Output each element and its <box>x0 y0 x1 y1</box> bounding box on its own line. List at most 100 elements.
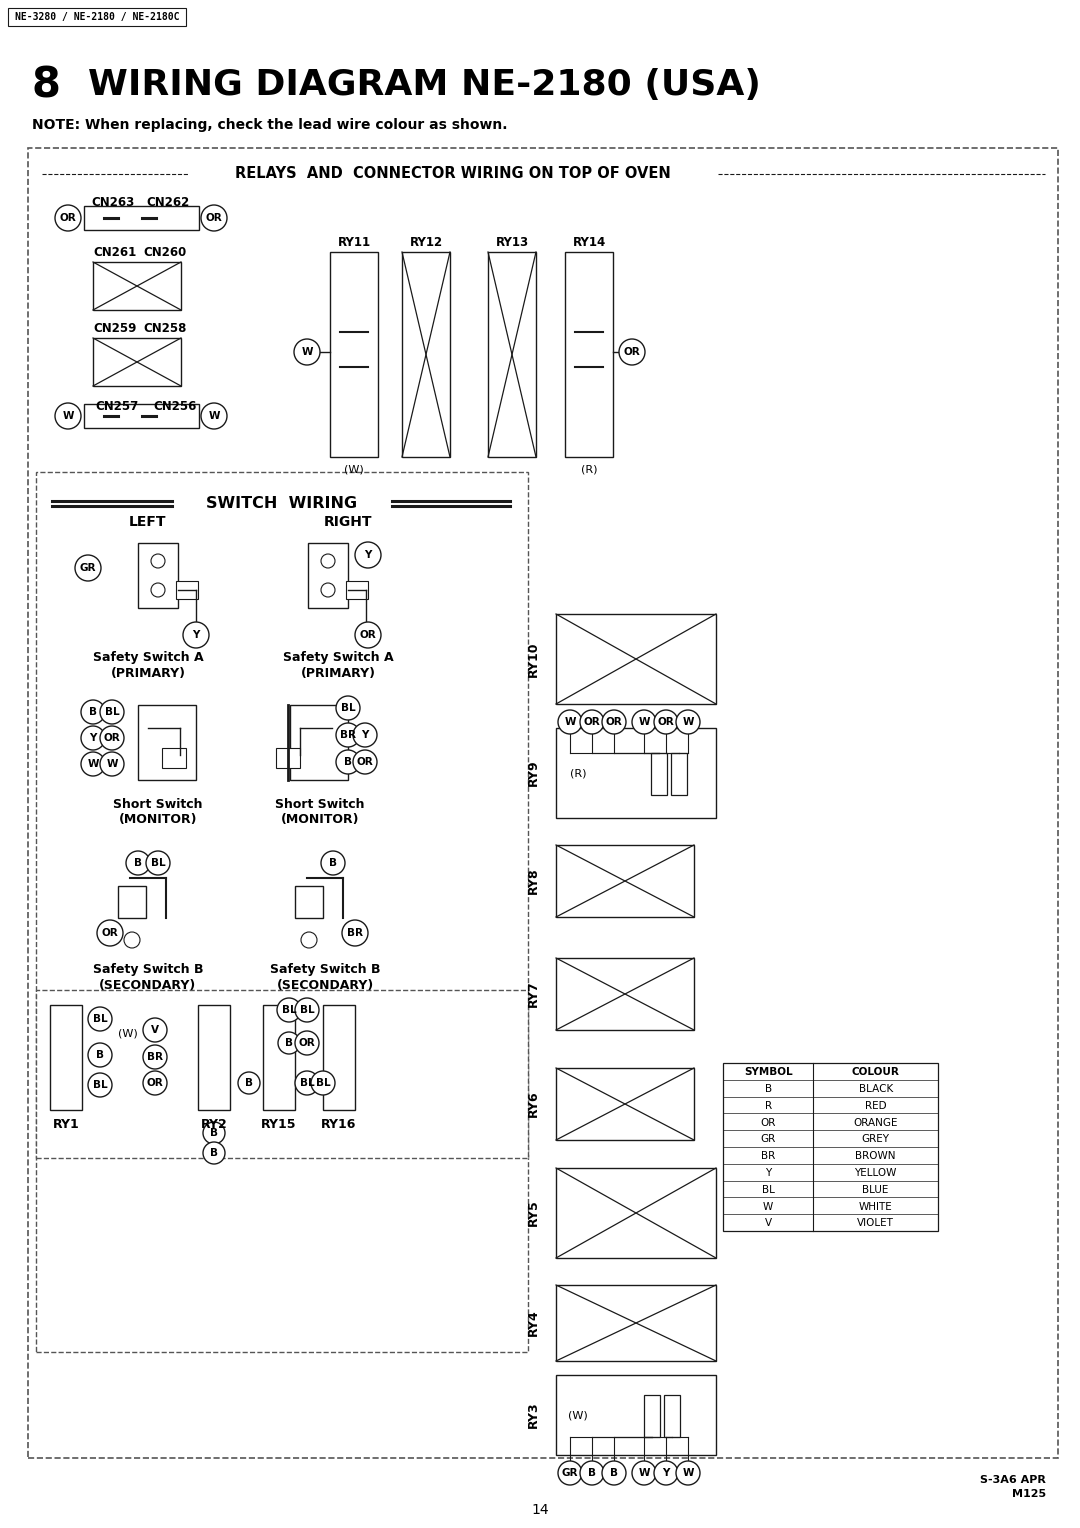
Bar <box>162 749 186 769</box>
Circle shape <box>55 205 81 231</box>
Bar <box>723 1063 939 1232</box>
Text: (MONITOR): (MONITOR) <box>119 813 198 827</box>
Text: RY8: RY8 <box>527 868 540 894</box>
Text: CN259: CN259 <box>93 321 136 335</box>
Circle shape <box>632 1461 656 1485</box>
Text: (R): (R) <box>570 769 586 778</box>
Text: RY14: RY14 <box>572 235 606 249</box>
Text: COLOUR: COLOUR <box>852 1067 900 1077</box>
Text: V: V <box>151 1025 159 1034</box>
Bar <box>295 886 323 918</box>
Text: BL: BL <box>282 1005 296 1015</box>
Bar <box>118 886 146 918</box>
Text: Y: Y <box>765 1167 771 1178</box>
Bar <box>176 581 198 599</box>
Circle shape <box>353 723 377 747</box>
Circle shape <box>87 1007 112 1031</box>
Circle shape <box>676 1461 700 1485</box>
Text: B: B <box>245 1077 253 1088</box>
Circle shape <box>203 1141 225 1164</box>
Text: (W): (W) <box>118 1028 138 1038</box>
Circle shape <box>301 932 318 947</box>
Text: RY13: RY13 <box>496 235 528 249</box>
Text: RY6: RY6 <box>527 1091 540 1117</box>
Text: SWITCH  WIRING: SWITCH WIRING <box>206 495 357 510</box>
Text: OR: OR <box>299 1038 315 1048</box>
Text: B: B <box>588 1468 596 1478</box>
Bar <box>330 252 378 457</box>
Text: GR: GR <box>562 1468 578 1478</box>
FancyBboxPatch shape <box>8 8 186 26</box>
Circle shape <box>295 1071 319 1096</box>
Text: (SECONDARY): (SECONDARY) <box>276 978 374 992</box>
Text: RY10: RY10 <box>527 642 540 677</box>
Text: RED: RED <box>865 1100 887 1111</box>
Text: WHITE: WHITE <box>859 1201 892 1212</box>
Text: OR: OR <box>356 756 374 767</box>
Text: CN258: CN258 <box>143 321 187 335</box>
Circle shape <box>146 851 170 876</box>
Circle shape <box>632 711 656 733</box>
Bar <box>93 338 181 387</box>
Circle shape <box>336 750 360 775</box>
Circle shape <box>355 622 381 648</box>
Text: Y: Y <box>90 733 97 743</box>
Text: Short Switch: Short Switch <box>113 799 203 811</box>
Text: BROWN: BROWN <box>855 1151 896 1161</box>
Text: M125: M125 <box>1012 1488 1047 1499</box>
Bar <box>402 252 450 457</box>
Text: OR: OR <box>583 717 600 727</box>
Bar <box>138 542 178 608</box>
Text: RIGHT: RIGHT <box>324 515 373 529</box>
Text: B: B <box>210 1128 218 1138</box>
Circle shape <box>295 998 319 1022</box>
Text: OR: OR <box>104 733 120 743</box>
Bar <box>323 1005 355 1109</box>
Text: RY5: RY5 <box>527 1199 540 1227</box>
Text: CN257: CN257 <box>95 399 138 413</box>
Text: B: B <box>89 707 97 717</box>
Circle shape <box>81 700 105 724</box>
Text: OR: OR <box>623 347 640 358</box>
Text: B: B <box>134 859 141 868</box>
Circle shape <box>143 1045 167 1070</box>
Text: W: W <box>683 1468 693 1478</box>
Text: (PRIMARY): (PRIMARY) <box>300 666 376 680</box>
Text: OR: OR <box>360 630 376 640</box>
Text: Safety Switch A: Safety Switch A <box>283 651 393 665</box>
Text: CN261: CN261 <box>93 246 136 258</box>
Text: BL: BL <box>105 707 119 717</box>
Text: Safety Switch A: Safety Switch A <box>93 651 203 665</box>
Text: RY16: RY16 <box>322 1118 356 1132</box>
Text: RY12: RY12 <box>409 235 443 249</box>
Text: (W): (W) <box>568 1410 588 1420</box>
Bar <box>556 845 694 917</box>
Circle shape <box>126 851 150 876</box>
Text: LEFT: LEFT <box>130 515 166 529</box>
Text: BR: BR <box>340 730 356 740</box>
Text: 8: 8 <box>32 64 60 105</box>
Text: W: W <box>564 717 576 727</box>
Text: B: B <box>345 756 352 767</box>
Bar <box>644 1395 660 1436</box>
Circle shape <box>558 711 582 733</box>
Text: Y: Y <box>662 1468 670 1478</box>
Text: OR: OR <box>658 717 674 727</box>
Circle shape <box>143 1018 167 1042</box>
Text: R: R <box>765 1100 772 1111</box>
Circle shape <box>336 695 360 720</box>
Text: RY3: RY3 <box>527 1401 540 1429</box>
Text: RY4: RY4 <box>527 1309 540 1337</box>
Text: RY9: RY9 <box>527 759 540 787</box>
Text: Y: Y <box>192 630 200 640</box>
Circle shape <box>278 1031 300 1054</box>
Circle shape <box>602 1461 626 1485</box>
Text: RELAYS  AND  CONNECTOR WIRING ON TOP OF OVEN: RELAYS AND CONNECTOR WIRING ON TOP OF OV… <box>235 167 671 182</box>
Bar <box>291 704 348 779</box>
Bar <box>28 148 1058 1458</box>
Bar <box>664 1395 680 1436</box>
Text: CN256: CN256 <box>153 399 197 413</box>
Text: B: B <box>96 1050 104 1060</box>
Bar <box>50 1005 82 1109</box>
Circle shape <box>201 403 227 429</box>
